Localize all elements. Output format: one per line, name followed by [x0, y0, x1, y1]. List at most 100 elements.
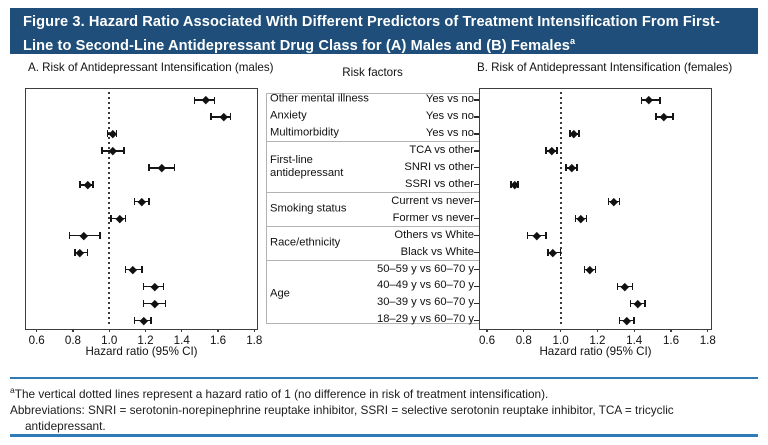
ci-cap-low	[546, 249, 549, 257]
reference-line-hr1	[108, 92, 111, 326]
x-axis-tick	[707, 329, 709, 332]
x-axis-tick	[72, 329, 74, 332]
hazard-ratio-point	[79, 231, 88, 240]
hazard-ratio-point	[201, 96, 210, 104]
x-axis-tick-label: 0.8	[64, 334, 82, 347]
footnote-note: aThe vertical dotted lines represent a h…	[10, 385, 549, 401]
risk-factor-group-label: Race/ethnicity	[270, 236, 341, 249]
x-axis-tick-label: 1.8	[246, 334, 263, 347]
risk-factor-level-label: Others vs White	[394, 228, 474, 241]
hazard-ratio-point	[150, 282, 159, 291]
hazard-ratio-point	[621, 282, 629, 291]
group-separator	[266, 226, 479, 228]
x-axis-tick-label: 1.6	[662, 334, 680, 347]
risk-factor-group-label: Other mental illness	[270, 92, 369, 105]
x-axis-tick	[108, 329, 110, 332]
hazard-ratio-point	[567, 163, 576, 172]
ci-cap-high	[545, 232, 547, 240]
reference-line-hr1	[559, 92, 562, 326]
risk-factor-level-label: Yes vs no	[425, 109, 474, 122]
risk-factor-group-label: Anxiety	[270, 109, 307, 122]
group-separator	[266, 141, 479, 143]
row-tick	[474, 285, 479, 288]
title-superscript: a	[570, 35, 576, 46]
ci-cap-low	[545, 147, 547, 155]
ci-cap-high	[659, 96, 661, 104]
x-axis-tick	[144, 329, 147, 332]
hazard-ratio-point	[157, 163, 166, 172]
ci-cap-high	[559, 249, 562, 257]
forest-panel-males: 0.6 0.8 1.0 1.2 1.4 1.6 1.8	[25, 88, 262, 347]
x-axis-tick-label: 1.8	[699, 334, 716, 347]
footnote-top-rule	[10, 377, 758, 379]
ci-cap-low	[565, 164, 567, 172]
row-tick	[474, 218, 479, 220]
hazard-ratio-point	[137, 197, 146, 206]
panel-b-title: B. Risk of Antidepressant Intensificatio…	[477, 61, 733, 74]
row-tick	[474, 235, 479, 237]
ci-cap-high	[99, 232, 101, 240]
risk-factor-level-label: 50–59 y vs 60–70 y	[376, 262, 474, 275]
x-axis-tick-label: 1.6	[209, 334, 227, 347]
hazard-ratio-point	[569, 129, 578, 138]
x-axis-tick	[486, 329, 488, 332]
footnote-abbreviations: Abbreviations: SNRI = serotonin-norepine…	[10, 402, 674, 417]
row-tick	[474, 319, 479, 322]
x-axis-tick	[217, 329, 219, 332]
figure-title-banner: Figure 3. Hazard Ratio Associated With D…	[10, 8, 758, 54]
ci-cap-high	[594, 266, 597, 273]
ci-cap-low	[133, 316, 136, 324]
footnote: aThe vertical dotted lines represent a h…	[10, 382, 758, 434]
ci-cap-high	[644, 299, 647, 307]
risk-factor-group-label: Smoking status	[270, 202, 347, 215]
risk-factor-label-column: Other mental illness Yes vs no Anxiety Yes …	[266, 88, 479, 330]
ci-cap-high	[164, 299, 167, 307]
x-axis-tick-label: 1.0	[552, 334, 569, 347]
ci-cap-high	[213, 96, 216, 104]
ci-cap-high	[173, 164, 176, 172]
ci-cap-low	[142, 282, 145, 290]
ci-cap-low	[629, 299, 632, 307]
footnote-superscript: a	[10, 385, 15, 395]
ci-cap-low	[583, 266, 586, 273]
hazard-ratio-point	[219, 112, 228, 121]
hazard-ratio-point	[532, 231, 541, 240]
ci-cap-low	[79, 181, 81, 189]
x-axis-tick-label: 1.0	[101, 334, 118, 347]
ci-cap-high	[141, 266, 143, 273]
x-axis-tick	[253, 329, 255, 332]
ci-cap-low	[193, 96, 196, 104]
x-axis-tick	[633, 329, 635, 332]
figure-title-line-2: Line to Second-Line Antidepressant Drug …	[23, 35, 576, 54]
row-tick	[474, 268, 479, 271]
ci-cap-low	[110, 215, 112, 223]
ci-cap-high	[556, 147, 558, 155]
ci-cap-low	[68, 232, 71, 240]
risk-factor-level-label: TCA vs other	[409, 143, 474, 156]
row-tick	[474, 99, 479, 101]
row-tick	[474, 116, 479, 118]
risk-factor-group-label: Multimorbidity	[270, 126, 340, 139]
x-axis-tick	[36, 329, 38, 332]
ci-cap-high	[148, 198, 150, 206]
risk-factor-group-label: Age	[270, 287, 290, 300]
row-tick	[474, 251, 479, 254]
ci-cap-high	[633, 316, 635, 324]
forest-panel-females: 0.6 0.8 1.0 1.2 1.4 1.6 1.8	[474, 88, 716, 347]
row-tick	[474, 201, 479, 203]
x-axis-label-females: Hazard ratio (95% CI)	[539, 345, 652, 358]
hazard-ratio-point	[549, 248, 558, 257]
risk-factor-level-label: SNRI vs other	[404, 160, 474, 173]
hazard-ratio-point	[150, 299, 159, 308]
ci-cap-low	[640, 96, 643, 104]
ci-cap-high	[672, 113, 674, 121]
row-tick	[474, 302, 479, 305]
x-axis-tick-label: 1.2	[589, 334, 606, 347]
x-axis-tick-label: 0.6	[28, 334, 45, 347]
hazard-ratio-point	[128, 265, 137, 274]
row-tick	[474, 133, 479, 135]
hazard-ratio-point	[76, 248, 85, 257]
panel-a-title: A. Risk of Antidepressant Intensificatio…	[28, 61, 274, 74]
hazard-ratio-point	[586, 265, 594, 274]
